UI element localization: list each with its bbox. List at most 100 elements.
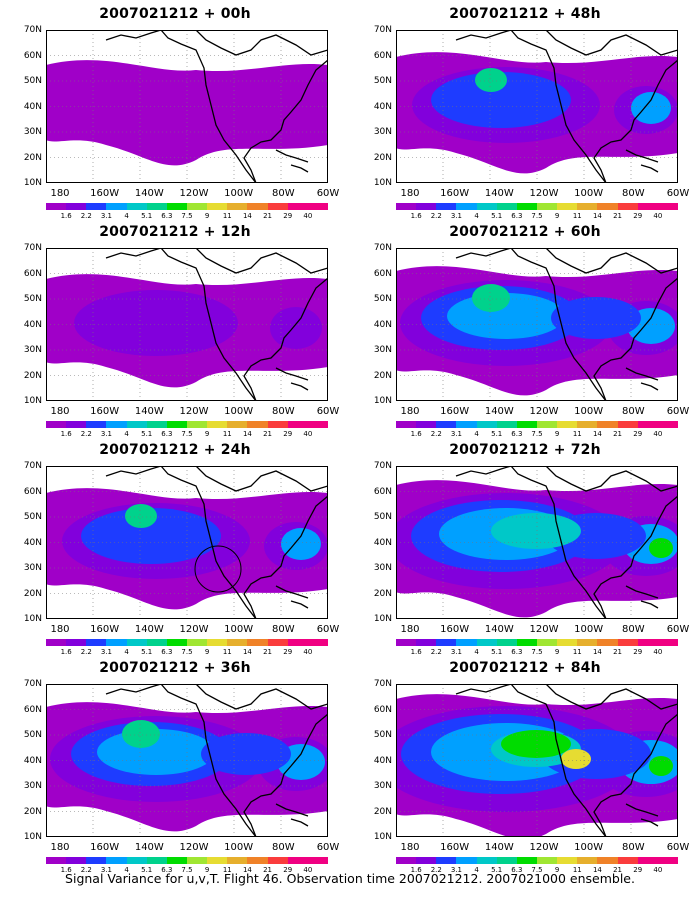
longitude-label: 120W <box>529 188 559 199</box>
color-bar-swatch <box>476 203 497 210</box>
color-bar-swatch <box>617 857 638 864</box>
color-bar-label: 3.1 <box>100 648 112 656</box>
map-panel: 2007021212 + 72h 70N 60N 50N 40N 30N 20N 10N 180… <box>360 442 690 657</box>
color-bar-label: 2.2 <box>80 212 92 220</box>
color-bar-label: 6.3 <box>511 212 523 220</box>
longitude-label: 80W <box>272 842 295 853</box>
color-bar-label: 40 <box>303 430 313 438</box>
longitude-label: 120W <box>179 188 209 199</box>
panel-title: 2007021212 + 60h <box>449 224 601 240</box>
color-bar-swatch <box>126 639 147 646</box>
color-bar-swatch <box>416 857 437 864</box>
latitude-label: 50N <box>373 294 392 304</box>
color-bar-swatch <box>186 203 208 210</box>
color-bar-swatch <box>46 203 67 210</box>
color-bar-swatch <box>247 421 268 428</box>
longitude-label: 60W <box>666 624 690 635</box>
longitude-label: 80W <box>272 624 295 635</box>
longitude-label: 60W <box>666 842 690 853</box>
latitude-label: 60N <box>23 268 42 279</box>
color-bar-swatch <box>86 639 107 646</box>
color-bar-swatch <box>436 639 457 646</box>
color-bar-label: 40 <box>303 212 313 220</box>
color-bar-swatch <box>287 421 308 428</box>
latitude-label: 20N <box>373 806 392 817</box>
color-bar-swatch <box>166 639 187 646</box>
color-bar-label: 1.6 <box>410 866 422 874</box>
color-bar-swatch <box>557 857 578 864</box>
color-bar-swatch <box>476 421 497 428</box>
color-bar-label: 3.1 <box>450 866 462 874</box>
latitude-label: 30N <box>23 345 42 355</box>
longitude-label: 180 <box>50 624 70 635</box>
color-bar-label: 2.2 <box>80 430 92 438</box>
color-bar-swatch <box>657 421 678 428</box>
color-bar-swatch <box>657 203 678 210</box>
color-bar-label: 1.6 <box>60 648 72 656</box>
longitude-label: 180 <box>50 842 70 853</box>
longitude-label: 120W <box>179 842 209 853</box>
color-bar-swatch <box>227 203 248 210</box>
longitude-label: 120W <box>179 406 209 417</box>
color-bar-label: 5.1 <box>141 866 153 874</box>
color-bar-label: 11 <box>222 648 232 656</box>
color-bar-swatch <box>267 421 288 428</box>
color-bar <box>46 639 328 646</box>
color-bar-swatch <box>617 639 638 646</box>
color-bar-swatch <box>536 639 558 646</box>
color-bar-swatch <box>186 857 208 864</box>
latitude-label: 10N <box>373 832 392 842</box>
longitude-label: 60W <box>666 406 690 417</box>
longitude-label: 80W <box>272 188 295 199</box>
variance-map <box>46 684 328 837</box>
color-bar-swatch <box>207 639 228 646</box>
color-bar-label: 14 <box>242 430 252 438</box>
color-bar-label: 7.5 <box>531 866 543 874</box>
color-bar-label: 6.3 <box>511 866 523 874</box>
latitude-label: 10N <box>373 178 392 188</box>
color-bar-label: 29 <box>283 212 293 220</box>
color-bar-label: 2.2 <box>80 866 92 874</box>
color-bar-label: 4 <box>474 866 479 874</box>
color-bar-label: 2.2 <box>430 866 442 874</box>
longitude-label: 180 <box>50 188 70 199</box>
color-bar-swatch <box>106 857 127 864</box>
color-bar-label: 29 <box>283 866 293 874</box>
variance-map <box>396 248 678 401</box>
color-bar-swatch <box>577 421 598 428</box>
color-bar-label: 11 <box>572 212 582 220</box>
color-bar-swatch <box>516 421 537 428</box>
color-bar-label: 11 <box>572 648 582 656</box>
color-bar-label: 14 <box>242 648 252 656</box>
latitude-label: 50N <box>23 512 42 522</box>
color-bar-label: 21 <box>613 866 623 874</box>
longitude-label: 180 <box>400 842 420 853</box>
color-bar-label: 21 <box>263 430 273 438</box>
longitude-label: 160W <box>90 842 120 853</box>
longitude-label: 80W <box>622 624 645 635</box>
longitude-label: 80W <box>622 188 645 199</box>
color-bar-swatch <box>126 203 147 210</box>
color-bar-swatch <box>86 203 107 210</box>
longitude-label: 120W <box>529 624 559 635</box>
color-bar-swatch <box>637 857 658 864</box>
color-bar-label: 3.1 <box>450 648 462 656</box>
color-bar-label: 7.5 <box>531 430 543 438</box>
color-bar-label: 40 <box>653 648 663 656</box>
color-bar-label: 4 <box>124 866 129 874</box>
color-bar-label: 29 <box>283 430 293 438</box>
color-bar-label: 1.6 <box>410 212 422 220</box>
longitude-label: 100W <box>574 842 604 853</box>
latitude-label: 30N <box>373 345 392 355</box>
color-bar-swatch <box>66 203 87 210</box>
figure-caption: Signal Variance for u,v,T. Flight 46. Ob… <box>65 871 635 886</box>
panel-title: 2007021212 + 84h <box>449 660 601 676</box>
map-panel: 2007021212 + 60h 70N 60N 50N 40N 30N 20N 10N 180… <box>360 224 690 439</box>
longitude-label: 160W <box>440 624 470 635</box>
longitude-label: 100W <box>574 624 604 635</box>
color-bar-swatch <box>456 857 477 864</box>
latitude-label: 30N <box>23 127 42 137</box>
color-bar-label: 6.3 <box>161 866 173 874</box>
map-panel: 2007021212 + 24h 70N 60N 50N 40N 30N 20N 10N 180… <box>10 442 340 657</box>
color-bar-label: 5.1 <box>491 866 503 874</box>
